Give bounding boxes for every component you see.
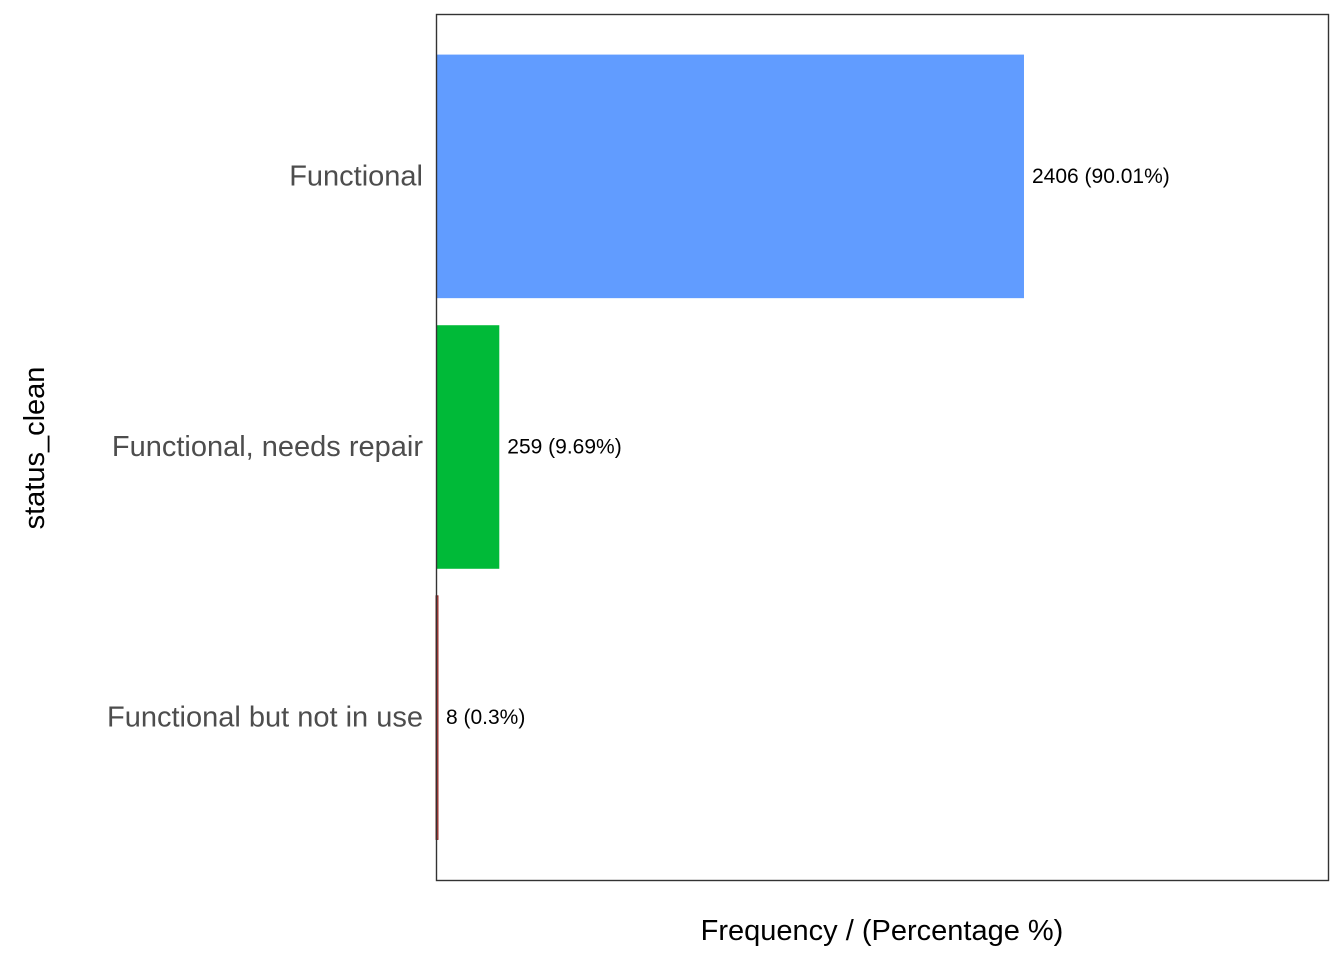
y-tick-labels-layer: Functional Functional, needs repair Functi… (107, 160, 423, 733)
data-label-0: 2406 (90.01%) (1032, 165, 1170, 188)
x-axis-title: Frequency / (Percentage %) (701, 915, 1064, 947)
data-labels-layer: 2406 (90.01%) 259 (9.69%) 8 (0.3%) (446, 165, 1170, 729)
bar-0 (436, 54, 1024, 299)
y-tick-label-0: Functional (289, 160, 423, 192)
panel-border (435, 13, 1330, 882)
y-tick-label-2: Functional but not in use (107, 702, 423, 734)
y-axis-title: status_clean (19, 367, 51, 530)
y-tick-label-1: Functional, needs repair (112, 431, 423, 463)
data-label-2: 8 (0.3%) (446, 706, 525, 729)
bar-1 (436, 325, 500, 569)
bars-layer (435, 54, 1024, 840)
data-label-1: 259 (9.69%) (507, 436, 621, 459)
